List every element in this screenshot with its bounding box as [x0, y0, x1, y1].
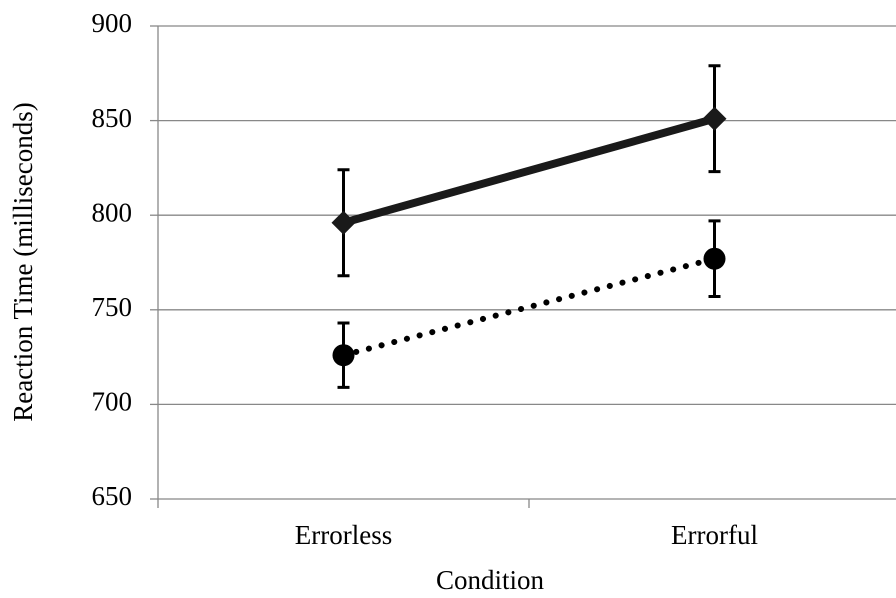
- y-tick-label: 800: [92, 197, 133, 227]
- x-axis-label: Condition: [436, 565, 545, 595]
- marker: [702, 106, 727, 131]
- y-tick-label: 650: [92, 481, 133, 511]
- y-tick-label: 900: [92, 8, 133, 38]
- x-tick-label: Errorless: [295, 520, 392, 550]
- y-axis-label: Reaction Time (milliseconds): [8, 102, 38, 421]
- marker: [332, 344, 355, 367]
- series-line: [340, 255, 718, 359]
- y-tick-label: 700: [92, 387, 133, 417]
- y-tick-label: 750: [92, 292, 133, 322]
- series-line: [339, 114, 719, 227]
- x-tick-label: Errorful: [671, 520, 758, 550]
- y-tick-label: 850: [92, 103, 133, 133]
- marker: [331, 210, 356, 235]
- marker: [703, 247, 726, 270]
